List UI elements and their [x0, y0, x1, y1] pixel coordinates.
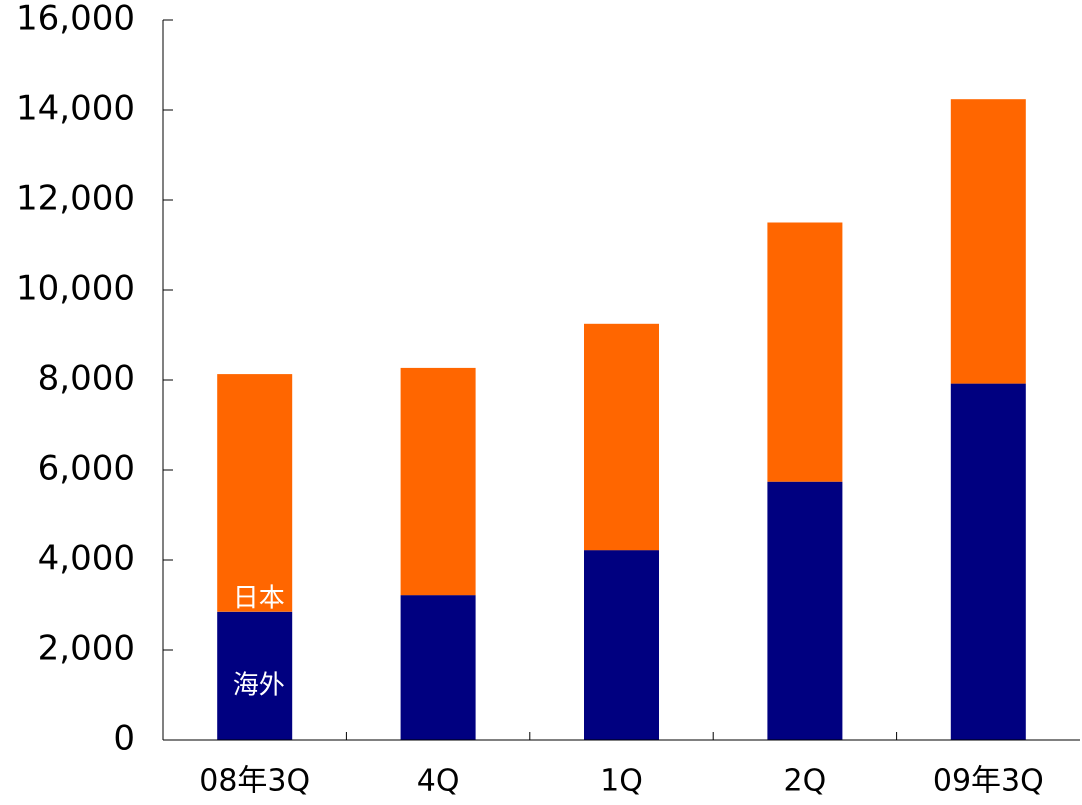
bar-overseas-0 — [217, 611, 293, 741]
bar-japan-3 — [767, 222, 843, 482]
y-tick-label: 16,000 — [16, 0, 135, 39]
bar-overseas-1 — [400, 595, 476, 740]
bar-japan-2 — [584, 323, 659, 551]
x-category-label: 2Q — [784, 764, 827, 799]
x-category-label: 09年3Q — [933, 764, 1044, 799]
bar-overseas-4 — [950, 383, 1026, 740]
x-category-label: 08年3Q — [199, 764, 310, 799]
y-tick-label: 14,000 — [16, 89, 135, 129]
bar-overseas-3 — [767, 481, 843, 740]
y-tick-label: 4,000 — [38, 539, 135, 579]
bar-overseas-2 — [584, 550, 659, 740]
bar-japan-1 — [400, 367, 476, 596]
y-tick-label: 8,000 — [38, 359, 135, 399]
y-tick-label: 0 — [113, 719, 135, 759]
y-tick-label: 12,000 — [16, 179, 135, 219]
y-tick-label: 6,000 — [38, 449, 135, 489]
series-label-overseas: 海外 — [233, 671, 285, 701]
bar-japan-4 — [950, 99, 1026, 384]
y-tick-label: 2,000 — [38, 629, 135, 669]
bar-japan-0 — [217, 374, 293, 612]
x-category-label: 1Q — [600, 764, 643, 799]
y-tick-label: 10,000 — [16, 269, 135, 309]
x-category-label: 4Q — [417, 764, 460, 799]
series-label-japan: 日本 — [233, 584, 285, 614]
